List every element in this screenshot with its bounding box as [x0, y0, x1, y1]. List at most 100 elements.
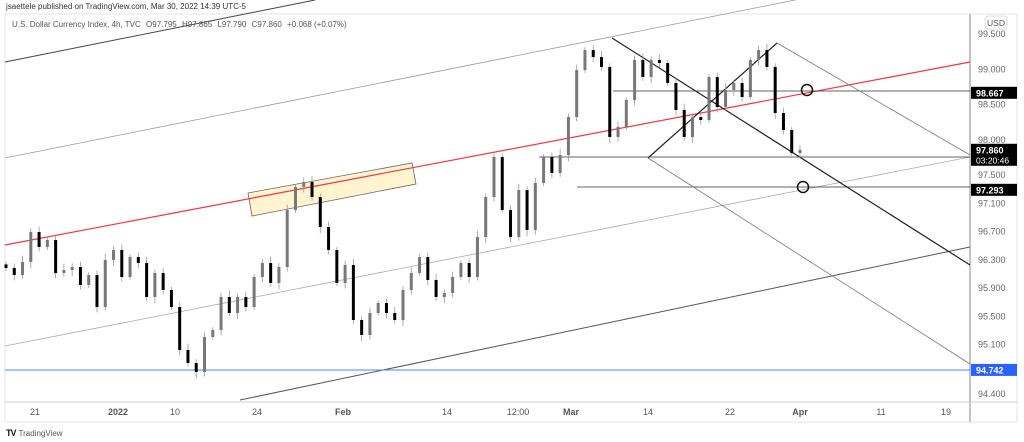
- candle-body: [12, 267, 16, 276]
- price-tick-label: 97.500: [978, 170, 1006, 180]
- candle-body: [674, 82, 678, 110]
- candle-body: [724, 89, 728, 108]
- candle-body: [781, 113, 785, 131]
- candle-body: [269, 263, 273, 284]
- ohlc-low: L97.790: [217, 20, 247, 29]
- candle-body: [161, 272, 165, 290]
- symbol-legend: U.S. Dollar Currency Index, 4h, TVC O97.…: [12, 20, 350, 29]
- candle-body: [153, 272, 157, 297]
- target-circle-upper[interactable]: [800, 83, 814, 97]
- candle-body: [765, 50, 769, 67]
- candle-body: [707, 76, 711, 120]
- candle-body: [426, 257, 430, 280]
- candle-body: [459, 263, 463, 278]
- trendline-red[interactable]: [4, 61, 971, 246]
- time-tick-label: 2022: [108, 407, 128, 417]
- candle-body: [583, 50, 587, 71]
- candle-body: [211, 330, 215, 338]
- candle-body: [103, 259, 107, 308]
- ascending-trendline[interactable]: [647, 42, 778, 159]
- price-tick-label: 95.900: [978, 283, 1006, 293]
- price-tick-label: 94.400: [978, 389, 1006, 399]
- candle-body: [467, 263, 471, 278]
- candle-body: [302, 181, 306, 187]
- candle-body: [509, 210, 513, 237]
- candle-body: [335, 249, 339, 284]
- bar-countdown: 03:20:46: [976, 155, 1009, 165]
- candle-body: [575, 70, 579, 118]
- channel-upper-light[interactable]: [4, 0, 970, 159]
- price-badge[interactable]: 98.667: [971, 86, 1017, 99]
- candle-body: [145, 263, 149, 297]
- ohlc-change: +0.068 (+0.07%): [287, 20, 347, 29]
- channel-middle-light[interactable]: [4, 156, 971, 347]
- candle-body: [715, 76, 719, 108]
- drawings: [4, 0, 971, 401]
- time-tick-label: Apr: [792, 407, 808, 417]
- candle-body: [649, 59, 653, 77]
- candle-body: [310, 181, 314, 198]
- price-badge-value: 94.742: [976, 365, 1004, 375]
- candle-body: [351, 265, 355, 321]
- price-badge-value: 98.667: [976, 88, 1004, 98]
- candle-body: [293, 186, 297, 211]
- candle-body: [484, 197, 488, 237]
- fork-lower[interactable]: [647, 157, 971, 365]
- price-badge-bg: [971, 143, 1017, 166]
- candle-body: [393, 313, 397, 321]
- time-tick-label: 19: [941, 407, 951, 417]
- fork-upper[interactable]: [776, 42, 971, 156]
- ohlc-high: H97.865: [181, 20, 213, 29]
- time-tick-label: 21: [30, 407, 40, 417]
- candle-body: [798, 149, 802, 154]
- channel-upper-dark[interactable]: [4, 0, 316, 63]
- price-tick-label: 96.300: [978, 255, 1006, 265]
- candle-body: [409, 272, 413, 290]
- candle-body: [327, 227, 331, 250]
- target-circle-lower[interactable]: [796, 180, 810, 194]
- price-badge-bg: [971, 183, 1017, 196]
- time-axis[interactable]: 21 2022 10 24 Feb 14 12:00 Mar 14 22 Apr 11 19: [30, 407, 951, 417]
- candle-body: [112, 249, 116, 260]
- resistance-zone[interactable]: [247, 162, 417, 217]
- ohlc-close: C97.860: [251, 20, 282, 29]
- candle-body: [120, 249, 124, 278]
- candle-body: [62, 270, 66, 273]
- candle-body: [757, 50, 761, 60]
- candle-body: [633, 59, 637, 101]
- currency-badge[interactable]: USD: [984, 15, 1008, 30]
- candle-body: [525, 190, 529, 230]
- candle-body: [608, 66, 612, 138]
- candle-body: [45, 240, 49, 248]
- price-tick-label: 98.000: [978, 135, 1006, 145]
- candle-body: [690, 117, 694, 138]
- price-tick-label: 95.500: [978, 311, 1006, 321]
- candle-body: [70, 266, 74, 271]
- candle-body: [37, 232, 41, 248]
- candle-body: [136, 257, 140, 264]
- time-tick-label: 14: [643, 407, 653, 417]
- candle-body: [252, 277, 256, 308]
- candle-body: [641, 59, 645, 77]
- candle-body: [318, 197, 322, 228]
- candle-body: [87, 275, 91, 285]
- price-axis[interactable]: 99.500 99.000 98.500 98.000 97.500 97.100 96.7…: [978, 29, 1006, 399]
- time-tick-label: Mar: [563, 407, 580, 417]
- candle-body: [666, 63, 670, 83]
- price-badge-bg: [971, 363, 1017, 376]
- channel-lower-dark[interactable]: [239, 246, 971, 401]
- price-tick-label: 97.100: [978, 198, 1006, 208]
- candle-body: [732, 82, 736, 90]
- chart-frame: [4, 13, 1018, 423]
- time-tick-label: 12:00: [507, 407, 530, 417]
- candle-body: [178, 307, 182, 351]
- candle-body: [517, 190, 521, 237]
- candle-body: [21, 261, 25, 276]
- price-badge[interactable]: 94.742: [971, 363, 1017, 376]
- candle-body: [657, 59, 661, 64]
- time-tick-label: 10: [170, 407, 180, 417]
- candle-body: [384, 302, 388, 314]
- price-badge[interactable]: 97.293: [971, 183, 1017, 196]
